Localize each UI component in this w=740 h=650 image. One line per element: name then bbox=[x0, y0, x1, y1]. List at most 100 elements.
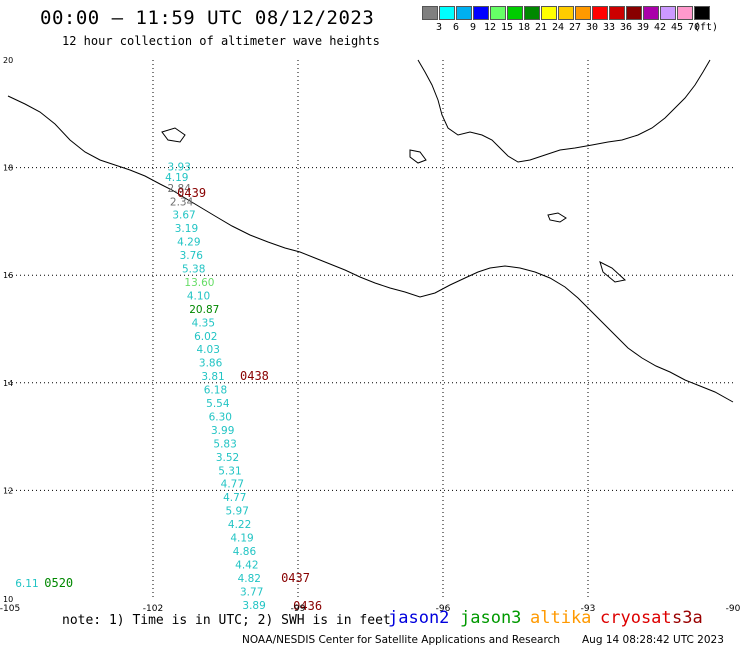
wave-height-label: 5.54 bbox=[206, 398, 230, 410]
legend-swatch bbox=[643, 6, 659, 20]
legend-label: 42 bbox=[653, 22, 667, 33]
map-subtitle: 12 hour collection of altimeter wave hei… bbox=[62, 34, 380, 48]
legend-swatch bbox=[694, 6, 710, 20]
lat-tick-label: 20 bbox=[3, 56, 13, 65]
wave-height-label: 20.87 bbox=[189, 304, 219, 316]
graticule bbox=[8, 60, 733, 598]
satellite-name: jason3 bbox=[460, 608, 522, 628]
legend-label: 9 bbox=[469, 22, 477, 33]
wave-height-label: 3.81 bbox=[201, 371, 224, 383]
lon-tick-label: -105 bbox=[0, 604, 20, 614]
wave-height-label: 3.76 bbox=[180, 250, 204, 262]
wave-height-marks: 3.934.192.842.343.673.194.293.765.3813.6… bbox=[15, 161, 322, 613]
wave-height-label: 13.60 bbox=[184, 277, 214, 289]
lon-tick-label: -93 bbox=[581, 604, 596, 614]
legend-label: (ft) bbox=[693, 22, 719, 33]
legend-swatch bbox=[473, 6, 489, 20]
pass-time-label: 0438 bbox=[240, 369, 269, 383]
legend-swatch bbox=[558, 6, 574, 20]
coastline-gulf bbox=[417, 59, 711, 163]
satellite-name: jason2 bbox=[388, 608, 450, 628]
legend-label: 33 bbox=[602, 22, 616, 33]
wave-height-label: 4.19 bbox=[165, 172, 188, 184]
satellite-name: cryosat bbox=[600, 608, 672, 628]
color-legend-labels: 3 6 9 12 15 18 21 24 27 30 33 36 39 42 45 70 (ft) bbox=[422, 22, 740, 36]
lon-tick-label: -90 bbox=[726, 604, 740, 614]
legend-swatch bbox=[541, 6, 557, 20]
wave-height-label: 6.11 bbox=[15, 578, 38, 590]
island-2 bbox=[599, 261, 627, 283]
wave-height-label: 5.83 bbox=[213, 438, 236, 450]
wave-height-label: 4.35 bbox=[192, 317, 215, 329]
wave-height-label: 5.31 bbox=[218, 465, 241, 477]
pass-time-label: 0436 bbox=[293, 599, 322, 613]
legend-swatch bbox=[439, 6, 455, 20]
legend-swatch bbox=[490, 6, 506, 20]
wave-height-label: 3.67 bbox=[172, 210, 195, 222]
legend-label: 6 bbox=[452, 22, 460, 33]
legend-swatch bbox=[592, 6, 608, 20]
lat-tick-label: 14 bbox=[3, 379, 13, 388]
legend-swatch bbox=[422, 6, 438, 20]
legend-swatch bbox=[575, 6, 591, 20]
wave-height-label: 4.29 bbox=[177, 237, 200, 249]
wave-height-label: 4.10 bbox=[187, 290, 210, 302]
wave-height-label: 4.77 bbox=[221, 479, 244, 491]
wave-height-label: 3.89 bbox=[242, 600, 265, 612]
wave-height-label: 4.77 bbox=[223, 492, 246, 504]
legend-label: 21 bbox=[534, 22, 548, 33]
legend-label: 24 bbox=[551, 22, 565, 33]
legend-label: 70 bbox=[687, 22, 701, 33]
color-legend bbox=[422, 6, 711, 20]
lat-tick-label: 10 bbox=[3, 595, 13, 604]
wave-height-label: 4.82 bbox=[238, 573, 261, 585]
legend-swatch bbox=[626, 6, 642, 20]
wave-height-label: 3.93 bbox=[168, 161, 191, 173]
legend-label: 18 bbox=[517, 22, 531, 33]
legend-label: 15 bbox=[500, 22, 514, 33]
pass-time-label: 0520 bbox=[44, 576, 73, 590]
wave-height-label: 4.03 bbox=[197, 344, 220, 356]
wave-height-label: 3.77 bbox=[240, 586, 263, 598]
axis-labels: -105 -102 -99 -96 -93 -90 20 18 16 14 12 10 bbox=[0, 56, 740, 614]
wave-height-label: 4.86 bbox=[233, 546, 257, 558]
legend-label: 39 bbox=[636, 22, 650, 33]
wave-height-label: 6.30 bbox=[209, 411, 232, 423]
lat-tick-label: 18 bbox=[3, 164, 13, 173]
wave-height-label: 6.02 bbox=[194, 331, 217, 343]
wave-height-label: 4.19 bbox=[230, 533, 253, 545]
lon-tick-label: -99 bbox=[291, 604, 306, 614]
timestamp-text: Aug 14 08:28:42 UTC 2023 bbox=[582, 634, 724, 646]
coastline bbox=[7, 59, 734, 403]
island-1 bbox=[547, 212, 567, 223]
wave-height-label: 3.86 bbox=[199, 358, 223, 370]
wave-height-label: 6.18 bbox=[204, 385, 227, 397]
legend-swatch bbox=[660, 6, 676, 20]
legend-label: 27 bbox=[568, 22, 582, 33]
legend-swatch bbox=[456, 6, 472, 20]
legend-label: 36 bbox=[619, 22, 633, 33]
wave-height-label: 2.34 bbox=[170, 196, 194, 208]
island-4 bbox=[161, 127, 186, 143]
footer-note: note: 1) Time is in UTC; 2) SWH is in fe… bbox=[62, 613, 391, 628]
wave-height-label: 3.99 bbox=[211, 425, 234, 437]
legend-swatch bbox=[609, 6, 625, 20]
island-3 bbox=[409, 149, 427, 164]
legend-swatch bbox=[677, 6, 693, 20]
legend-swatch bbox=[524, 6, 540, 20]
legend-label: 12 bbox=[483, 22, 497, 33]
wave-height-label: 5.38 bbox=[182, 264, 205, 276]
credit-text: NOAA/NESDIS Center for Satellite Applica… bbox=[242, 634, 560, 646]
coastline-mexico-pacific bbox=[7, 95, 734, 403]
pass-time-label: 0439 bbox=[177, 186, 206, 200]
wave-height-label: 2.84 bbox=[168, 183, 192, 195]
pass-time-label: 0437 bbox=[281, 571, 310, 585]
wave-height-label: 5.97 bbox=[226, 506, 249, 518]
wave-height-label: 3.19 bbox=[175, 223, 198, 235]
legend-label: 30 bbox=[585, 22, 599, 33]
wave-height-label: 4.22 bbox=[228, 519, 251, 531]
map-title: 00:00 – 11:59 UTC 08/12/2023 bbox=[40, 7, 375, 29]
satellite-name: s3a bbox=[672, 608, 703, 628]
lon-tick-label: -102 bbox=[143, 604, 163, 614]
